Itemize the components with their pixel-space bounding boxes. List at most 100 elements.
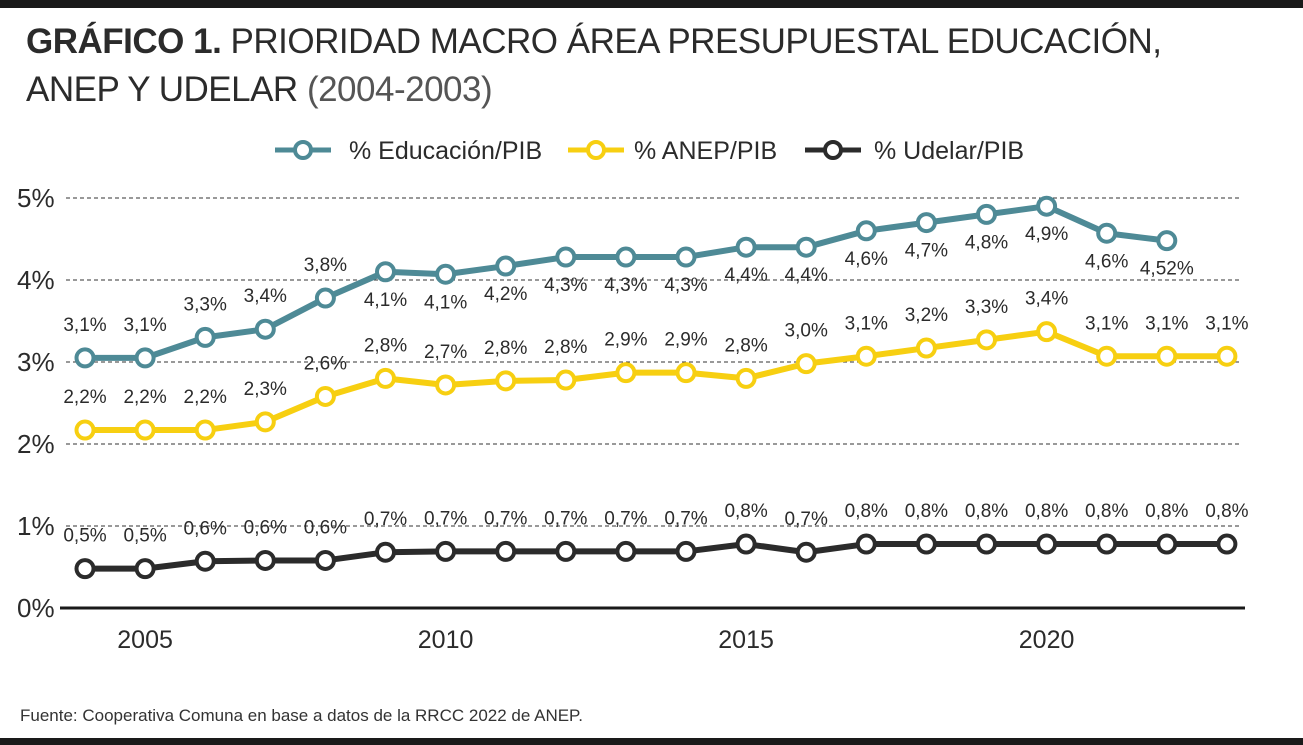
data-label-educacion-2014: 4,3%: [664, 275, 707, 296]
point-udelar-2013: [615, 540, 637, 562]
point-educacion-2022: [1156, 230, 1178, 252]
legend-marker-anep: [586, 140, 606, 160]
point-educacion-2019: [976, 203, 997, 225]
data-label-educacion-2017: 4,6%: [845, 249, 888, 270]
point-udelar-2005: [134, 558, 156, 580]
legend-label-educacion: % Educación/PIB: [349, 137, 542, 165]
data-label-anep-2023: 3,1%: [1205, 313, 1248, 334]
data-label-udelar-2021: 0,8%: [1085, 501, 1128, 522]
point-anep-2012: [555, 369, 577, 391]
data-label-anep-2012: 2,8%: [544, 337, 587, 358]
chart-title-label: GRÁFICO 1.: [26, 22, 222, 61]
data-label-udelar-2008: 0,6%: [304, 517, 347, 538]
point-udelar-2008: [314, 549, 336, 571]
point-udelar-2018: [915, 533, 937, 555]
chart-title: GRÁFICO 1. PRIORIDAD MACRO ÁREA PRESUPUE…: [26, 18, 1276, 114]
data-label-udelar-2018: 0,8%: [905, 501, 948, 522]
point-udelar-2017: [855, 533, 877, 555]
y-axis: 0% 1% 2% 3% 4% 5%: [17, 183, 55, 623]
point-educacion-2013: [615, 246, 637, 268]
data-label-udelar-2004: 0,5%: [63, 526, 106, 547]
point-udelar-2014: [675, 540, 697, 562]
point-educacion-2017: [855, 220, 877, 242]
x-tick-label: 2020: [1019, 626, 1075, 654]
x-axis: 2005 2010 2015 2020: [117, 626, 1074, 654]
data-label-udelar-2011: 0,7%: [484, 508, 527, 529]
data-label-anep-2005: 2,2%: [123, 387, 166, 408]
point-udelar-2004: [74, 558, 96, 580]
data-label-udelar-2017: 0,8%: [845, 501, 888, 522]
point-educacion-2006: [194, 326, 216, 348]
data-label-educacion-2009: 4,1%: [364, 290, 407, 311]
data-label-udelar-2016: 0,7%: [785, 509, 828, 530]
data-label-educacion-2013: 4,3%: [604, 275, 647, 296]
y-tick-label: 3%: [17, 347, 55, 377]
x-tick-label: 2015: [718, 626, 774, 654]
point-udelar-2006: [194, 550, 216, 572]
data-label-educacion-2020: 4,9%: [1025, 224, 1068, 245]
data-label-anep-2017: 3,1%: [845, 313, 888, 334]
data-label-udelar-2022: 0,8%: [1145, 501, 1188, 522]
point-udelar-2007: [254, 549, 276, 571]
point-anep-2008: [314, 385, 336, 407]
data-label-educacion-2022: 4,52%: [1140, 259, 1194, 280]
chart-series: [74, 195, 1238, 580]
legend-marker-udelar: [823, 140, 843, 160]
data-label-anep-2013: 2,9%: [604, 330, 647, 351]
point-udelar-2021: [1096, 533, 1118, 555]
point-anep-2018: [915, 337, 937, 359]
data-label-anep-2015: 2,8%: [724, 335, 767, 356]
point-udelar-2015: [735, 533, 757, 555]
data-label-anep-2010: 2,7%: [424, 342, 467, 363]
y-tick-label: 0%: [17, 593, 55, 623]
point-udelar-2009: [375, 541, 396, 563]
point-anep-2015: [735, 367, 757, 389]
point-anep-2005: [134, 419, 156, 441]
point-educacion-2007: [254, 318, 276, 340]
data-label-educacion-2019: 4,8%: [965, 232, 1008, 253]
point-educacion-2005: [134, 347, 156, 369]
source-note: Fuente: Cooperativa Comuna en base a dat…: [20, 706, 583, 725]
data-label-anep-2019: 3,3%: [965, 297, 1008, 318]
data-label-anep-2011: 2,8%: [484, 338, 527, 359]
point-anep-2004: [74, 419, 96, 441]
data-label-educacion-2016: 4,4%: [785, 265, 828, 286]
point-educacion-2014: [675, 246, 697, 268]
data-label-anep-2021: 3,1%: [1085, 313, 1128, 334]
legend-label-udelar: % Udelar/PIB: [874, 137, 1024, 165]
data-label-educacion-2007: 3,4%: [244, 286, 287, 307]
data-label-educacion-2005: 3,1%: [123, 315, 166, 336]
data-label-educacion-2012: 4,3%: [544, 275, 587, 296]
data-label-anep-2009: 2,8%: [364, 335, 407, 356]
point-educacion-2015: [735, 236, 757, 258]
point-educacion-2012: [555, 246, 577, 268]
data-label-udelar-2005: 0,5%: [123, 526, 166, 547]
data-label-udelar-2007: 0,6%: [244, 517, 287, 538]
data-label-educacion-2018: 4,7%: [905, 241, 948, 262]
point-anep-2022: [1156, 345, 1178, 367]
data-label-anep-2016: 3,0%: [785, 321, 828, 342]
data-label-anep-2018: 3,2%: [905, 305, 948, 326]
point-anep-2014: [675, 362, 697, 384]
point-udelar-2022: [1156, 533, 1178, 555]
bottom-border: [0, 738, 1303, 745]
chart-data-labels: 3,1% 3,1% 3,3% 3,4% 3,8% 4,1% 4,1% 4,2% 4,3% 4,3%…: [63, 224, 1248, 546]
y-tick-label: 1%: [17, 511, 55, 541]
legend-marker-educacion: [293, 140, 313, 160]
point-anep-2006: [194, 419, 216, 441]
y-tick-label: 4%: [17, 265, 55, 295]
point-anep-2019: [976, 329, 997, 351]
point-educacion-2021: [1096, 222, 1118, 244]
point-anep-2010: [435, 374, 457, 396]
data-label-udelar-2020: 0,8%: [1025, 501, 1068, 522]
point-anep-2020: [1036, 321, 1058, 343]
data-label-udelar-2006: 0,6%: [184, 518, 227, 539]
point-anep-2013: [615, 362, 637, 384]
legend-label-anep: % ANEP/PIB: [634, 137, 777, 165]
chart-title-main-2: ANEP Y UDELAR: [26, 70, 298, 109]
point-udelar-2012: [555, 540, 577, 562]
data-label-udelar-2013: 0,7%: [604, 508, 647, 529]
point-anep-2009: [375, 367, 396, 389]
data-label-anep-2006: 2,2%: [184, 387, 227, 408]
point-udelar-2016: [795, 541, 817, 563]
